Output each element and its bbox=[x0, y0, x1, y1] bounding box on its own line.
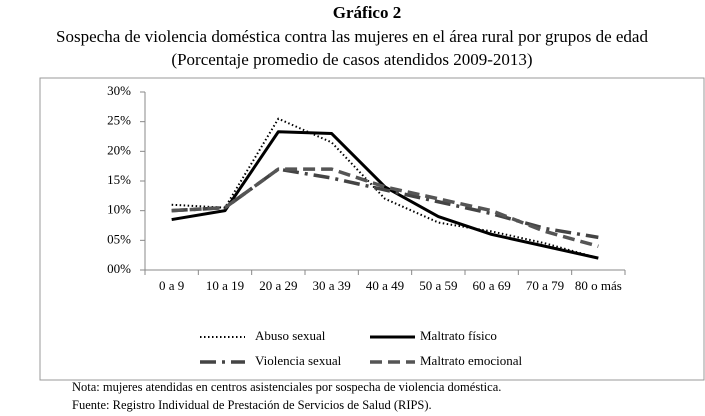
chart-subtitle: (Porcentaje promedio de casos atendidos … bbox=[171, 50, 532, 69]
x-tick-label: 30 a 39 bbox=[313, 278, 351, 293]
x-tick-label: 0 a 9 bbox=[159, 278, 184, 293]
x-tick-label: 70 a 79 bbox=[526, 278, 564, 293]
x-tick-label: 10 a 19 bbox=[206, 278, 244, 293]
note: Fuente: Registro Individual de Prestació… bbox=[72, 398, 432, 412]
chart-frame bbox=[39, 77, 705, 381]
series-line bbox=[171, 167, 599, 248]
chart-title: Gráfico 2 bbox=[333, 3, 401, 22]
y-tick-label: 00% bbox=[107, 261, 131, 276]
x-tick-label: 20 a 29 bbox=[259, 278, 297, 293]
y-tick-label: 30% bbox=[107, 83, 131, 98]
x-tick-label: 50 a 59 bbox=[419, 278, 457, 293]
y-tick-label: 10% bbox=[107, 202, 131, 217]
y-tick-label: 05% bbox=[107, 231, 131, 246]
y-tick-label: 20% bbox=[107, 142, 131, 157]
chart-subtitle: Sospecha de violencia doméstica contra l… bbox=[56, 27, 648, 46]
y-tick-label: 25% bbox=[107, 113, 131, 128]
note: Nota: mujeres atendidas en centros asist… bbox=[72, 380, 501, 394]
x-tick-label: 80 o más bbox=[575, 278, 622, 293]
legend-label: Violencia sexual bbox=[255, 353, 342, 368]
series-line bbox=[171, 117, 599, 260]
y-tick-label: 15% bbox=[107, 172, 131, 187]
legend-label: Maltrato físico bbox=[420, 328, 497, 343]
series-line bbox=[171, 130, 599, 260]
x-tick-label: 60 a 69 bbox=[473, 278, 511, 293]
legend-label: Maltrato emocional bbox=[420, 353, 523, 368]
x-tick-label: 40 a 49 bbox=[366, 278, 404, 293]
legend-label: Abuso sexual bbox=[255, 328, 326, 343]
